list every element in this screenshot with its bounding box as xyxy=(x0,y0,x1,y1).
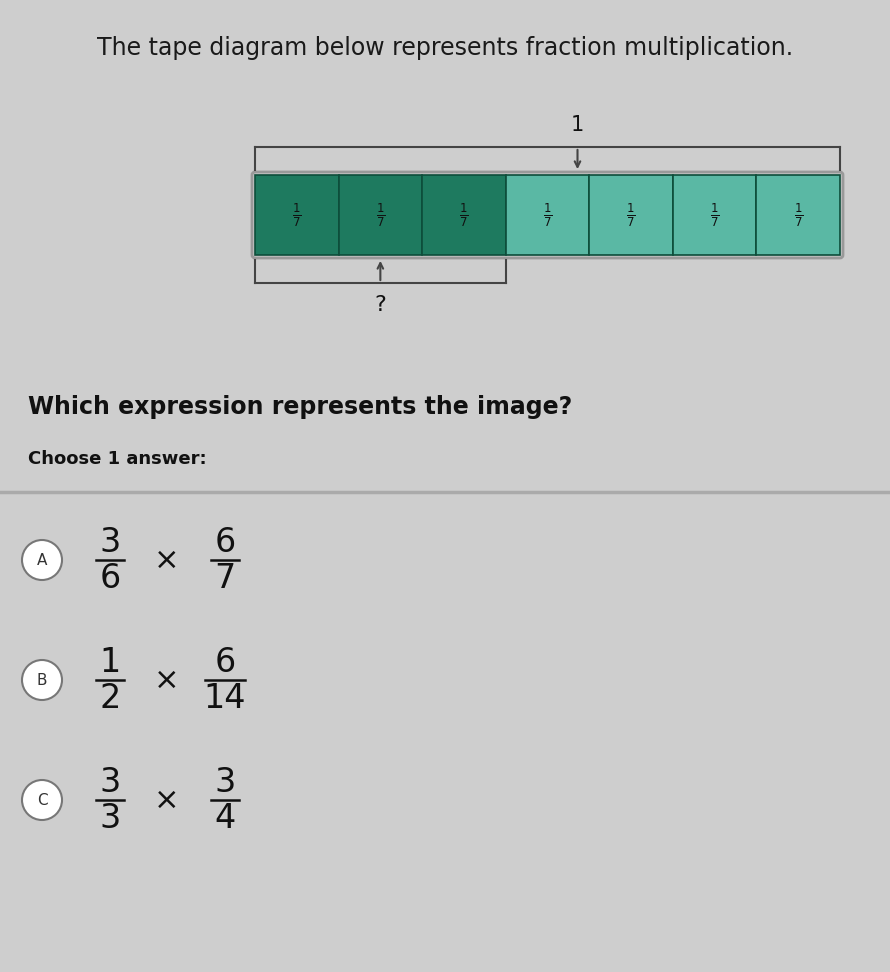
Bar xyxy=(673,175,756,255)
Text: 3: 3 xyxy=(214,766,236,799)
Circle shape xyxy=(22,780,62,820)
Bar xyxy=(422,175,506,255)
Bar xyxy=(589,175,673,255)
Text: $\frac{1}{7}$: $\frac{1}{7}$ xyxy=(794,201,803,228)
Bar xyxy=(255,175,338,255)
Text: C: C xyxy=(36,792,47,808)
Text: $\frac{1}{7}$: $\frac{1}{7}$ xyxy=(376,201,385,228)
Bar xyxy=(338,175,422,255)
Text: 3: 3 xyxy=(100,526,121,559)
Text: ?: ? xyxy=(375,295,386,315)
Bar xyxy=(756,175,840,255)
Text: 1: 1 xyxy=(570,115,584,135)
Text: $\times$: $\times$ xyxy=(153,545,177,574)
Text: $\times$: $\times$ xyxy=(153,785,177,815)
Text: B: B xyxy=(36,673,47,687)
Text: $\times$: $\times$ xyxy=(153,666,177,695)
Circle shape xyxy=(22,660,62,700)
Text: 1: 1 xyxy=(100,645,121,678)
Text: 3: 3 xyxy=(100,802,121,835)
Bar xyxy=(506,175,589,255)
Text: $\frac{1}{7}$: $\frac{1}{7}$ xyxy=(459,201,469,228)
Text: 4: 4 xyxy=(214,802,236,835)
Text: 6: 6 xyxy=(100,562,121,595)
Text: $\frac{1}{7}$: $\frac{1}{7}$ xyxy=(710,201,719,228)
Text: 3: 3 xyxy=(100,766,121,799)
Text: $\frac{1}{7}$: $\frac{1}{7}$ xyxy=(292,201,302,228)
Circle shape xyxy=(22,540,62,580)
Text: Which expression represents the image?: Which expression represents the image? xyxy=(28,395,572,419)
Text: $\frac{1}{7}$: $\frac{1}{7}$ xyxy=(627,201,635,228)
Text: 7: 7 xyxy=(214,562,236,595)
Text: 6: 6 xyxy=(214,526,236,559)
Text: $\frac{1}{7}$: $\frac{1}{7}$ xyxy=(543,201,552,228)
Text: A: A xyxy=(36,552,47,568)
Text: The tape diagram below represents fraction multiplication.: The tape diagram below represents fracti… xyxy=(97,36,793,60)
Text: 6: 6 xyxy=(214,645,236,678)
Text: 14: 14 xyxy=(204,681,247,714)
Text: 2: 2 xyxy=(100,681,121,714)
Text: Choose 1 answer:: Choose 1 answer: xyxy=(28,450,206,468)
